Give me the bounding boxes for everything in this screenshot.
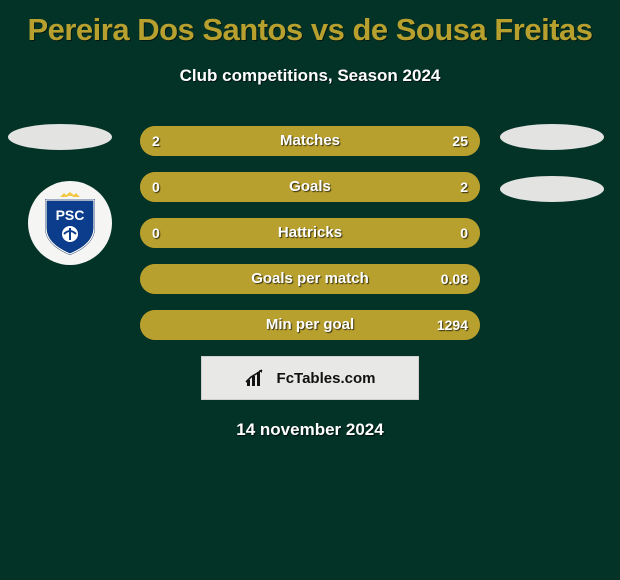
page-subtitle: Club competitions, Season 2024 <box>0 66 620 86</box>
comparison-bars: Matches225Goals02Hattricks00Goals per ma… <box>140 126 480 340</box>
player-right-placeholder-icon <box>500 124 604 150</box>
stat-value-left: 2 <box>152 126 160 156</box>
club-left-badge: PSC <box>28 181 112 265</box>
stat-row: Min per goal1294 <box>140 310 480 340</box>
stat-label: Hattricks <box>140 218 480 248</box>
stat-value-left: 0 <box>152 172 160 202</box>
page-date: 14 november 2024 <box>0 420 620 440</box>
stat-value-right: 0 <box>460 218 468 248</box>
stat-label: Matches <box>140 126 480 156</box>
club-right-placeholder-icon <box>500 176 604 202</box>
comparison-stage: PSC Matches225Goals02Hattricks00Goals pe… <box>0 126 620 440</box>
page-title: Pereira Dos Santos vs de Sousa Freitas <box>0 0 620 48</box>
stat-row: Goals per match0.08 <box>140 264 480 294</box>
stat-value-right: 25 <box>452 126 468 156</box>
stat-row: Hattricks0 0 <box>140 218 480 248</box>
shield-icon: PSC <box>40 190 100 256</box>
stat-row: Goals0 2 <box>140 172 480 202</box>
stat-label: Min per goal <box>140 310 480 340</box>
stat-label: Goals per match <box>140 264 480 294</box>
stat-row: Matches2 25 <box>140 126 480 156</box>
stat-value-right: 2 <box>460 172 468 202</box>
stat-value-right: 0.08 <box>441 264 468 294</box>
badge-letters: PSC <box>56 207 85 223</box>
bar-chart-icon <box>245 368 271 388</box>
brand-box: FcTables.com <box>201 356 419 400</box>
stat-value-left: 0 <box>152 218 160 248</box>
brand-text: FcTables.com <box>277 370 376 387</box>
stat-value-right: 1294 <box>437 310 468 340</box>
stat-label: Goals <box>140 172 480 202</box>
player-left-placeholder-icon <box>8 124 112 150</box>
